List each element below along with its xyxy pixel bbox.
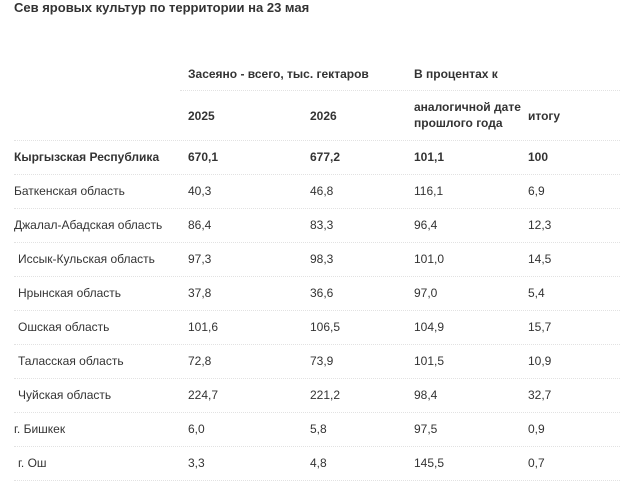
region-name: Кыргызская Республика [14, 150, 160, 164]
value-2025: 97,3 [188, 252, 212, 266]
header-percent-of: В процентах к [414, 67, 498, 81]
value-2026: 36,6 [310, 286, 334, 300]
row-divider [14, 174, 620, 175]
value-2026: 677,2 [310, 150, 341, 164]
percent-prev-year: 96,4 [414, 218, 438, 232]
percent-prev-year: 101,1 [414, 150, 445, 164]
percent-prev-year: 97,0 [414, 286, 438, 300]
value-2025: 670,1 [188, 150, 219, 164]
value-2026: 83,3 [310, 218, 334, 232]
row-divider [14, 310, 620, 311]
percent-prev-year: 98,4 [414, 388, 438, 402]
percent-of-total: 12,3 [528, 218, 552, 232]
value-2025: 224,7 [188, 388, 219, 402]
page-title: Сев яровых культур по территории на 23 м… [14, 0, 310, 15]
value-2026: 46,8 [310, 184, 334, 198]
row-divider [14, 412, 620, 413]
percent-of-total: 32,7 [528, 388, 552, 402]
value-2025: 6,0 [188, 422, 205, 436]
percent-prev-year: 104,9 [414, 320, 445, 334]
value-2026: 5,8 [310, 422, 327, 436]
percent-of-total: 14,5 [528, 252, 552, 266]
row-divider [14, 480, 620, 481]
percent-of-total: 15,7 [528, 320, 552, 334]
header-divider-2 [14, 140, 620, 141]
percent-of-total: 0,7 [528, 456, 545, 470]
header-col-prev-year: аналогичной дате прошлого года [414, 100, 521, 130]
header-col-2025: 2025 [188, 109, 215, 123]
percent-prev-year: 101,5 [414, 354, 445, 368]
row-divider [14, 208, 620, 209]
value-2026: 73,9 [310, 354, 334, 368]
header-sown-total: Засеяно - всего, тыс. гектаров [188, 67, 369, 81]
percent-prev-year: 101,0 [414, 252, 445, 266]
region-name: Джалал-Абадская область [14, 218, 163, 232]
value-2026: 4,8 [310, 456, 327, 470]
region-name: Ошская область [18, 320, 110, 334]
percent-prev-year: 145,5 [414, 456, 445, 470]
row-divider [14, 276, 620, 277]
region-name: г. Бишкек [14, 422, 66, 436]
region-name: Чуйская область [18, 388, 112, 402]
region-name: Баткенская область [14, 184, 125, 198]
row-divider [14, 446, 620, 447]
header-col-2026: 2026 [310, 109, 337, 123]
region-name: г. Ош [18, 456, 47, 470]
percent-prev-year: 97,5 [414, 422, 438, 436]
percent-of-total: 5,4 [528, 286, 545, 300]
percent-prev-year: 116,1 [414, 184, 444, 198]
value-2025: 40,3 [188, 184, 212, 198]
value-2025: 101,6 [188, 320, 219, 334]
percent-of-total: 10,9 [528, 354, 552, 368]
percent-of-total: 6,9 [528, 184, 545, 198]
region-name: Таласская область [18, 354, 124, 368]
percent-of-total: 0,9 [528, 422, 545, 436]
header-col-total: итогу [528, 109, 561, 123]
value-2026: 106,5 [310, 320, 341, 334]
value-2025: 3,3 [188, 456, 205, 470]
value-2025: 37,8 [188, 286, 212, 300]
percent-of-total: 100 [528, 150, 549, 164]
value-2026: 98,3 [310, 252, 334, 266]
value-2025: 86,4 [188, 218, 212, 232]
value-2025: 72,8 [188, 354, 212, 368]
region-name: Нрынская область [18, 286, 122, 300]
header-divider-1 [180, 90, 620, 91]
row-divider [14, 378, 620, 379]
region-name: Иссык-Кульская область [18, 252, 155, 266]
row-divider [14, 242, 620, 243]
row-divider [14, 344, 620, 345]
value-2026: 221,2 [310, 388, 341, 402]
